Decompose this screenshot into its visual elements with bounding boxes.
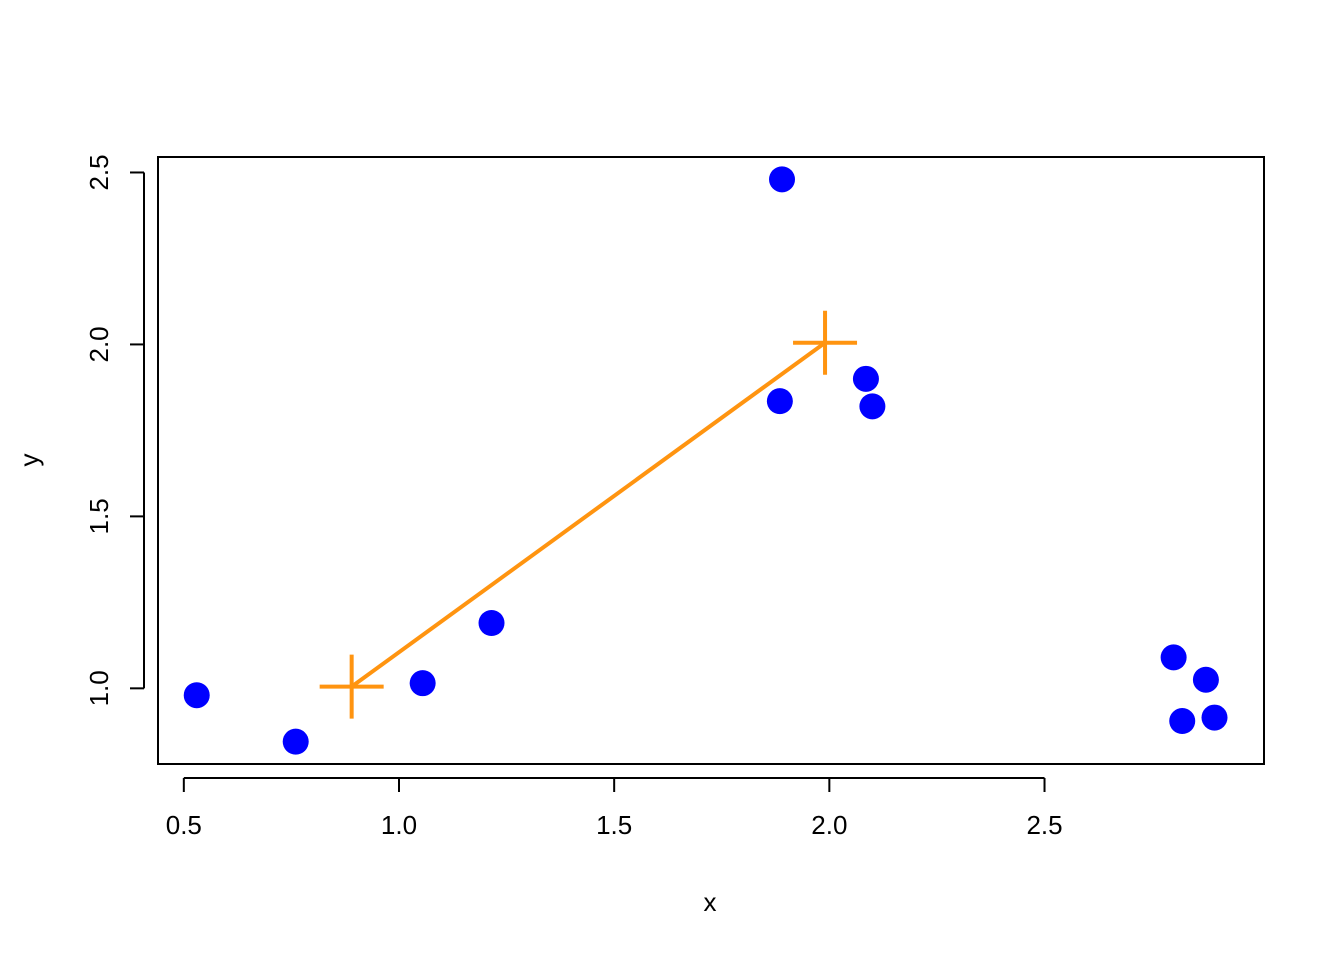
x-tick-label-2-0: 2.0 xyxy=(811,810,847,840)
x-tick-label-0-5: 0.5 xyxy=(166,810,202,840)
y-tick-label-1-0: 1.0 xyxy=(84,670,114,706)
data-point xyxy=(769,166,796,193)
y-tick-label-2-5: 2.5 xyxy=(84,154,114,190)
plus-marker xyxy=(793,310,858,375)
data-point xyxy=(478,609,505,636)
x-axis-title: x xyxy=(704,887,717,917)
data-point xyxy=(183,682,210,709)
x-axis: 0.5 1.0 1.5 2.0 2.5 xyxy=(166,777,1063,840)
data-point xyxy=(1201,704,1228,731)
x-tick-label-1-5: 1.5 xyxy=(596,810,632,840)
series-layer xyxy=(183,166,1228,755)
x-tick-label-1-0: 1.0 xyxy=(381,810,417,840)
data-point xyxy=(1192,666,1219,693)
data-point xyxy=(859,393,886,420)
plot-frame xyxy=(157,156,1265,765)
plus-marker xyxy=(319,654,384,719)
data-point xyxy=(409,670,436,697)
data-point xyxy=(1160,644,1187,671)
y-axis-title: y xyxy=(14,454,44,467)
y-tick-label-1-5: 1.5 xyxy=(84,498,114,534)
series-line-1 xyxy=(350,341,827,689)
y-tick-label-2-0: 2.0 xyxy=(84,326,114,362)
data-point xyxy=(852,365,879,392)
data-point xyxy=(766,388,793,415)
y-axis: 1.0 1.5 2.0 2.5 xyxy=(84,154,145,706)
x-tick-label-2-5: 2.5 xyxy=(1026,810,1062,840)
data-point xyxy=(1169,708,1196,735)
data-point xyxy=(282,728,309,755)
